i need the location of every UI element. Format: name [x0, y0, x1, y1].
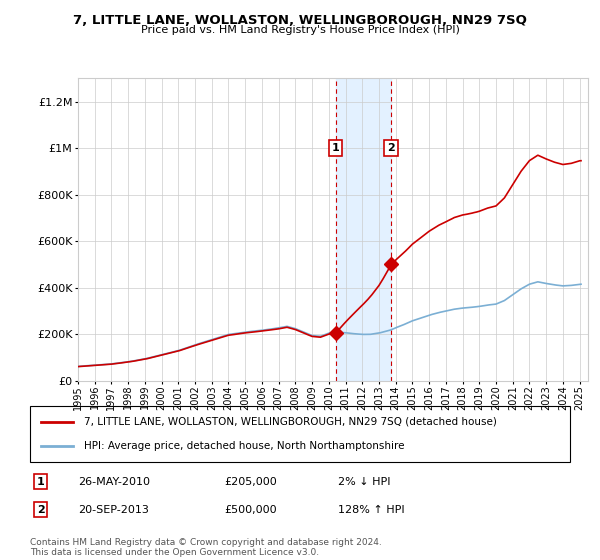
- Text: Price paid vs. HM Land Registry's House Price Index (HPI): Price paid vs. HM Land Registry's House …: [140, 25, 460, 35]
- Text: 7, LITTLE LANE, WOLLASTON, WELLINGBOROUGH, NN29 7SQ: 7, LITTLE LANE, WOLLASTON, WELLINGBOROUG…: [73, 14, 527, 27]
- Text: 128% ↑ HPI: 128% ↑ HPI: [338, 505, 404, 515]
- Text: £500,000: £500,000: [224, 505, 277, 515]
- Text: £205,000: £205,000: [224, 477, 277, 487]
- Text: 2: 2: [387, 143, 395, 153]
- Text: 2% ↓ HPI: 2% ↓ HPI: [338, 477, 390, 487]
- Text: HPI: Average price, detached house, North Northamptonshire: HPI: Average price, detached house, Nort…: [84, 441, 404, 451]
- Text: 7, LITTLE LANE, WOLLASTON, WELLINGBOROUGH, NN29 7SQ (detached house): 7, LITTLE LANE, WOLLASTON, WELLINGBOROUG…: [84, 417, 497, 427]
- Text: 26-MAY-2010: 26-MAY-2010: [79, 477, 151, 487]
- Text: 1: 1: [332, 143, 340, 153]
- Text: 2: 2: [37, 505, 44, 515]
- Text: Contains HM Land Registry data © Crown copyright and database right 2024.
This d: Contains HM Land Registry data © Crown c…: [30, 538, 382, 557]
- Text: 20-SEP-2013: 20-SEP-2013: [79, 505, 149, 515]
- Bar: [335, 78, 391, 381]
- Text: 1: 1: [37, 477, 44, 487]
